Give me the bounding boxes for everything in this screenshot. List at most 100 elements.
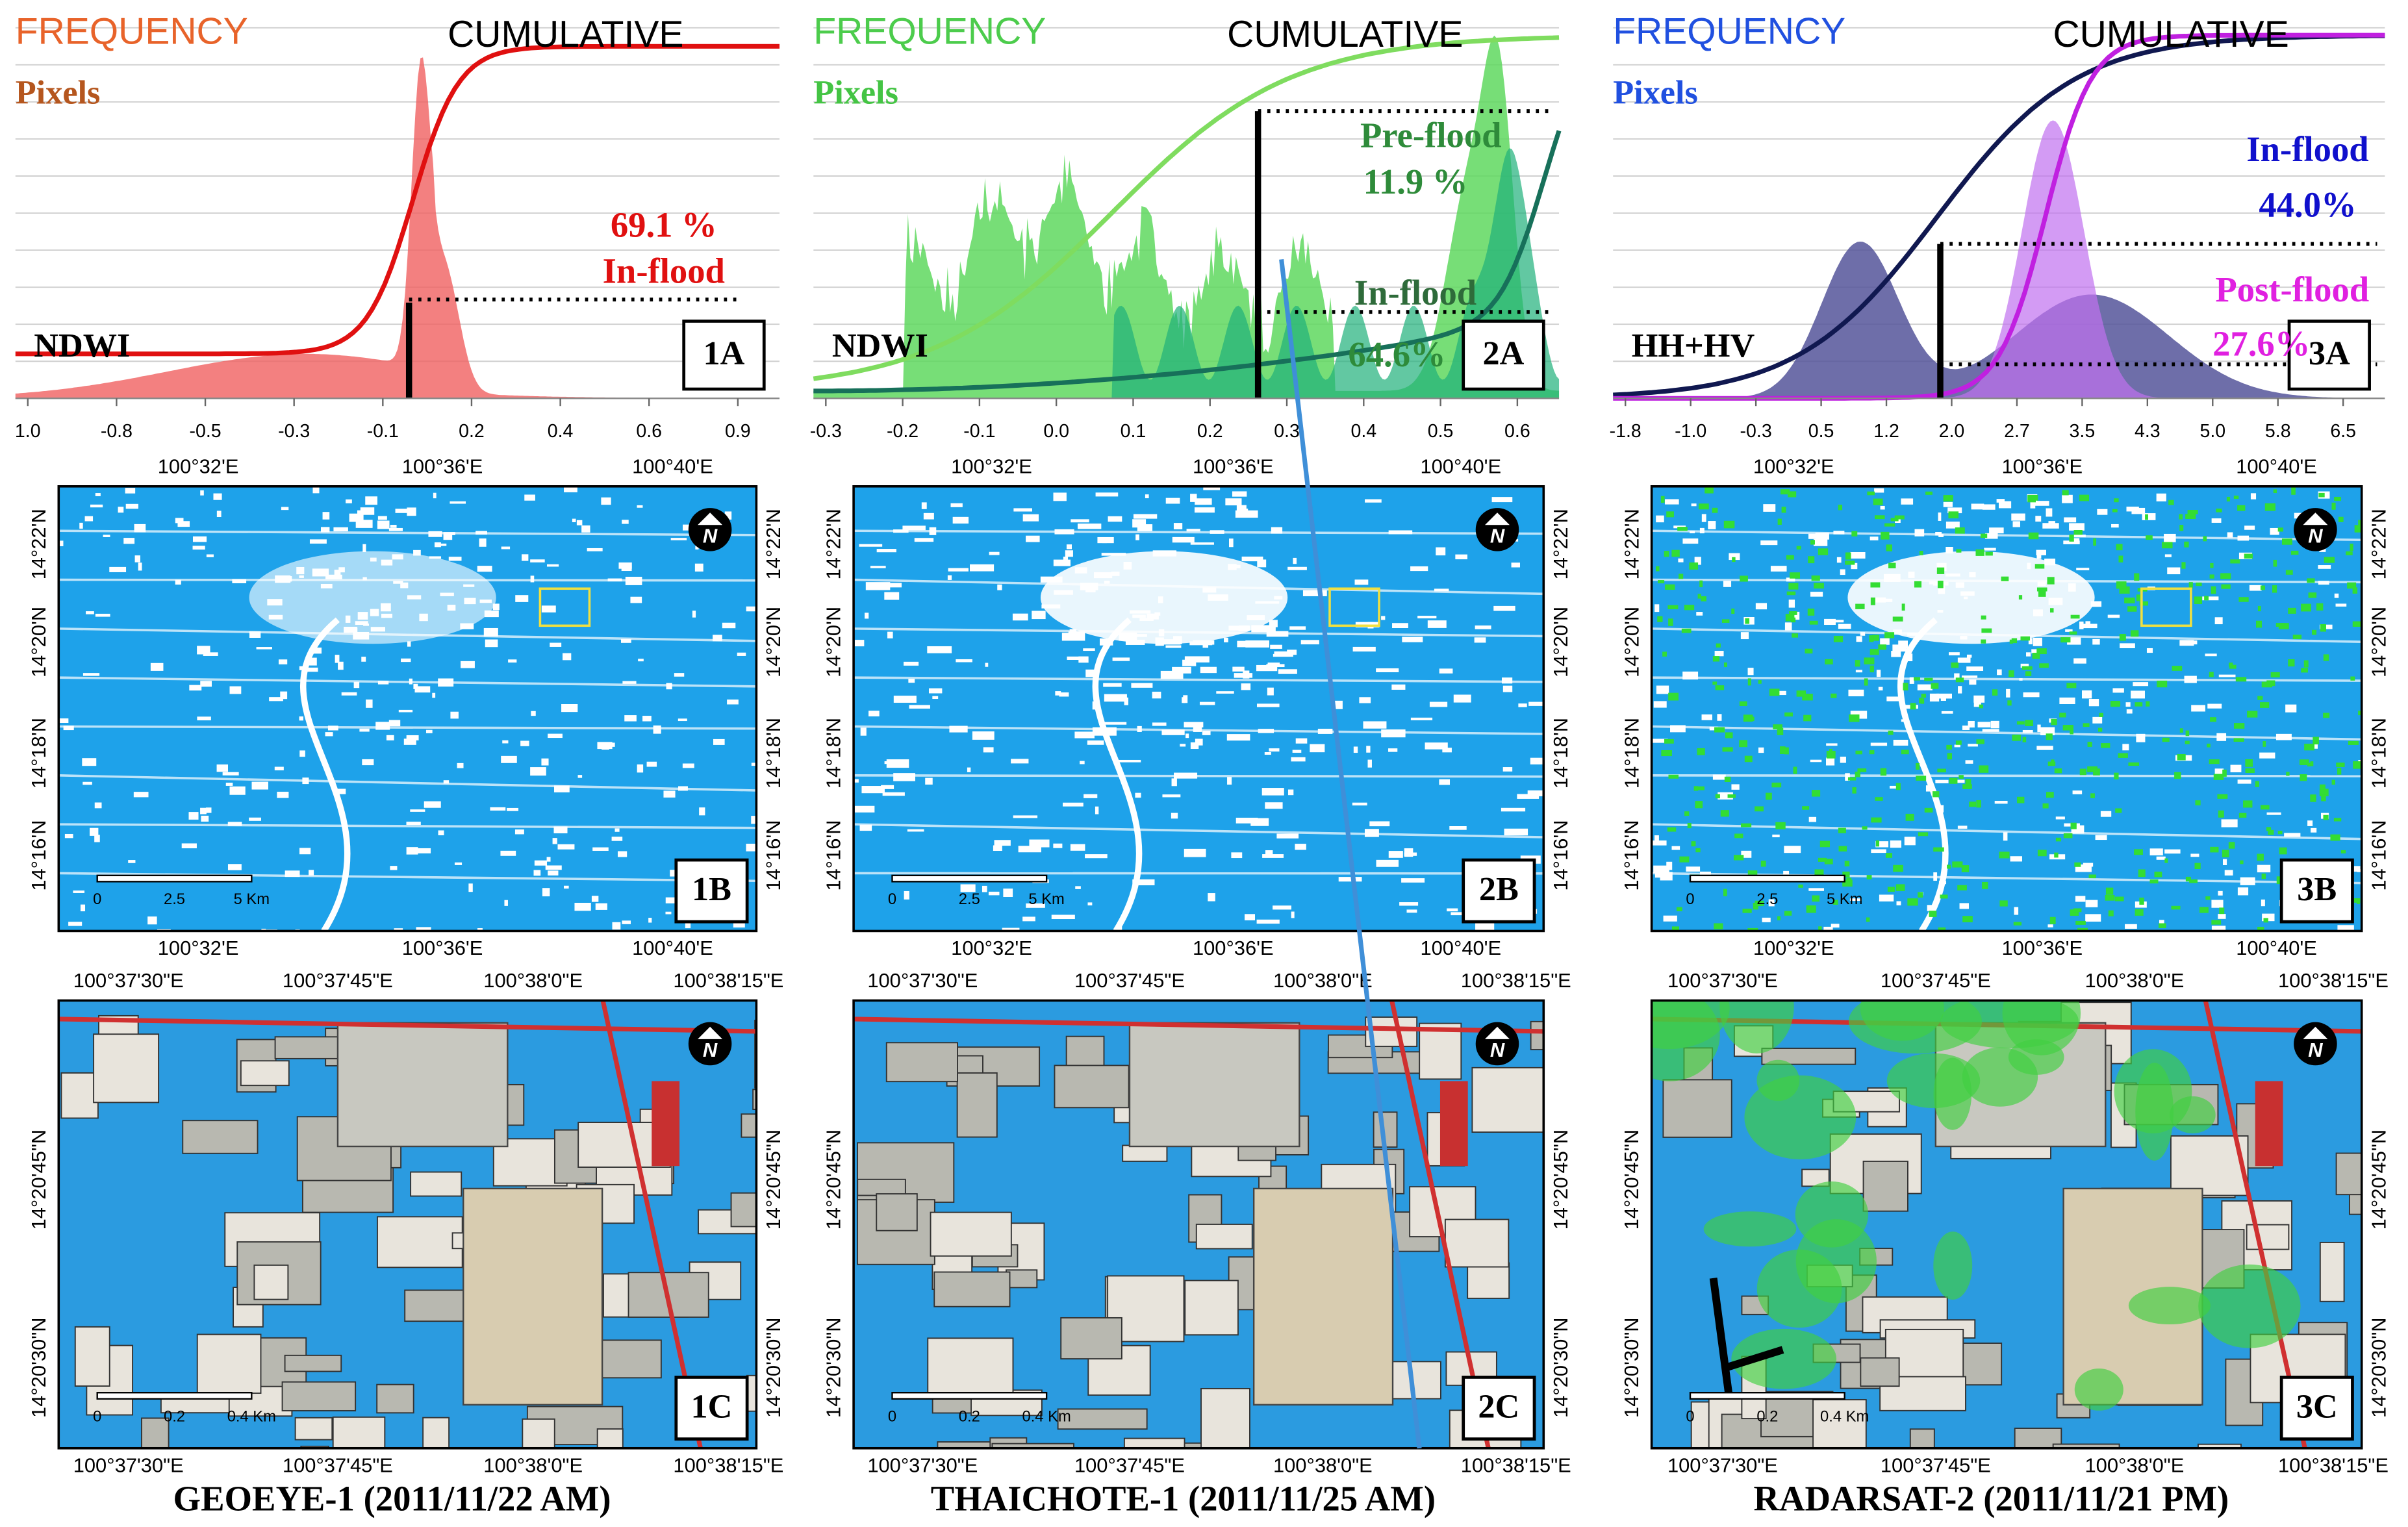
- land: [1876, 670, 1881, 677]
- x-tick-label: -1.0: [1675, 421, 1706, 442]
- post-flood: [1907, 815, 1912, 819]
- building: [857, 1178, 906, 1196]
- panel-label: 2C: [1478, 1387, 1519, 1425]
- post-flood: [2036, 587, 2047, 592]
- post-flood: [1803, 714, 1812, 722]
- land: [713, 738, 725, 745]
- land: [546, 857, 551, 862]
- post-flood: [1976, 800, 1981, 808]
- panel-box: [1462, 320, 1545, 391]
- land: [1274, 651, 1290, 656]
- land: [443, 533, 453, 540]
- panel-box: [682, 320, 766, 391]
- land: [1982, 729, 1999, 732]
- land: [859, 824, 872, 831]
- zoom-box: [2140, 587, 2192, 627]
- post-flood: [1965, 779, 1971, 786]
- land: [1012, 613, 1028, 621]
- post-flood: [2300, 774, 2307, 781]
- bottom-tick-label: 100°40'E: [632, 937, 713, 959]
- building: [1862, 1160, 1908, 1212]
- land: [1850, 552, 1866, 559]
- land: [1878, 687, 1883, 691]
- post-flood: [1753, 903, 1758, 910]
- land: [2081, 690, 2092, 699]
- land: [2028, 638, 2033, 644]
- north-label: N: [2308, 524, 2323, 547]
- map-image: [1651, 486, 2362, 931]
- land: [468, 883, 473, 892]
- land: [229, 686, 242, 694]
- land: [902, 525, 926, 531]
- post-flood: [1855, 750, 1862, 755]
- land: [563, 885, 569, 889]
- post-flood: [1818, 926, 1822, 931]
- land: [2036, 549, 2046, 555]
- post-flood: [2323, 654, 2329, 661]
- scale-bar: [96, 1391, 253, 1400]
- post-flood: [1943, 495, 1953, 502]
- land: [1770, 566, 1787, 572]
- land: [546, 564, 559, 567]
- map-frame: [57, 485, 758, 933]
- left-tick-label: 14°18'N: [1620, 718, 1643, 789]
- post-flood: [2135, 909, 2144, 916]
- post-flood: [1884, 632, 1895, 638]
- land: [1826, 743, 1838, 746]
- post-flood: [1795, 1181, 1869, 1248]
- post-flood: [2139, 897, 2144, 905]
- x-tick-label: 1.2: [1873, 421, 1899, 442]
- building: [876, 1193, 918, 1231]
- land: [907, 829, 924, 832]
- post-flood: [1975, 549, 1984, 556]
- land: [622, 681, 637, 684]
- land: [2047, 924, 2053, 928]
- post-flood: [1689, 562, 1699, 570]
- land: [1145, 494, 1149, 499]
- land: [1338, 877, 1362, 882]
- land: [908, 678, 915, 683]
- land: [2285, 704, 2297, 713]
- land: [624, 715, 637, 722]
- right-tick-label: 14°18'N: [2367, 718, 2390, 789]
- post-flood: [2350, 544, 2353, 551]
- panel-label: 1C: [691, 1387, 733, 1425]
- left-tick-label: 14°16'N: [822, 820, 845, 890]
- land: [2244, 525, 2255, 530]
- building: [60, 1072, 99, 1119]
- land: [2131, 690, 2145, 699]
- scale-bar: [1689, 874, 1845, 883]
- land: [1080, 761, 1085, 764]
- post-flood: [2070, 614, 2080, 619]
- land: [1228, 538, 1234, 548]
- land: [377, 520, 390, 529]
- land: [82, 673, 100, 676]
- post-flood: [1777, 518, 1782, 525]
- post-flood: [1777, 916, 1781, 920]
- post-flood: [1714, 727, 1725, 733]
- land: [876, 549, 896, 553]
- post-flood: [1875, 797, 1883, 801]
- post-flood: [2213, 774, 2224, 780]
- land: [1095, 806, 1099, 814]
- post-flood: [2352, 621, 2362, 627]
- scale-bar: [96, 874, 253, 883]
- post-flood: [2209, 717, 2216, 722]
- building: [376, 1216, 463, 1268]
- land: [1935, 779, 1949, 783]
- post-flood: [2007, 700, 2012, 706]
- post-flood: [1668, 774, 1679, 779]
- post-flood: [2002, 1000, 2081, 1055]
- land: [1990, 720, 1999, 729]
- land: [665, 897, 678, 903]
- land: [993, 845, 1002, 852]
- top-tick-label: 100°37'45"E: [283, 969, 393, 992]
- land: [2036, 554, 2042, 559]
- land: [90, 827, 99, 836]
- post-flood: [2255, 781, 2259, 787]
- cumulative-curve: [15, 44, 780, 357]
- red-roof: [1439, 1081, 1468, 1167]
- land: [1171, 778, 1177, 787]
- land: [68, 922, 82, 926]
- post-flood: [2184, 541, 2189, 548]
